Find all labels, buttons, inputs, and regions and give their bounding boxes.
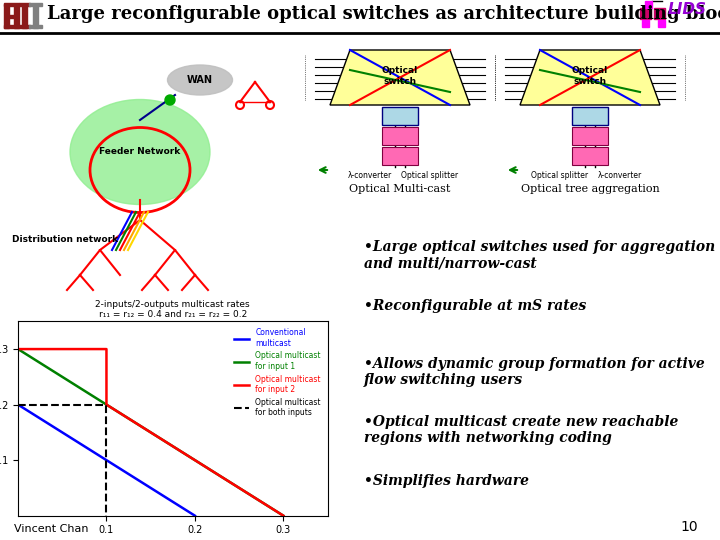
- Bar: [382, 147, 418, 165]
- Bar: [4, 3, 19, 6]
- Bar: [658, 20, 665, 27]
- Text: •Allows dynamic group formation for active
flow switching users: •Allows dynamic group formation for acti…: [364, 357, 704, 387]
- Text: WAN: WAN: [187, 75, 213, 85]
- Bar: [33, 4, 38, 28]
- Text: Optical
switch: Optical switch: [382, 66, 418, 86]
- Bar: [382, 127, 418, 145]
- Bar: [4, 4, 9, 28]
- Line: Optical multicast
for input 2: Optical multicast for input 2: [18, 349, 284, 516]
- Bar: [654, 8, 665, 19]
- Bar: [14, 4, 19, 28]
- Bar: [8, 15, 15, 18]
- Bar: [645, 1, 652, 8]
- Text: Distribution network: Distribution network: [12, 235, 118, 245]
- Text: •Simplifies hardware: •Simplifies hardware: [364, 474, 528, 488]
- Text: Vincent Chan: Vincent Chan: [14, 523, 89, 534]
- Bar: [29, 25, 42, 28]
- Polygon shape: [520, 50, 660, 105]
- Line: Optical multicast
for both inputs: Optical multicast for both inputs: [18, 404, 107, 516]
- Optical multicast
for input 2: [102, 401, 111, 408]
- Optical multicast
for both inputs: [102, 512, 111, 519]
- Text: Optical tree aggregation: Optical tree aggregation: [521, 184, 660, 194]
- Text: Feeder Network: Feeder Network: [99, 147, 181, 157]
- Bar: [29, 3, 42, 6]
- Bar: [4, 25, 19, 28]
- Bar: [22, 4, 27, 28]
- Text: Large reconfigurable optical switches as architecture building blocks: Large reconfigurable optical switches as…: [47, 5, 720, 23]
- Optical multicast
for input 2: [279, 512, 288, 519]
- Bar: [19, 3, 30, 6]
- Optical multicast
for input 2: [102, 346, 111, 352]
- Legend: Conventional
multicast, Optical multicast
for input 1, Optical multicast
for inp: Conventional multicast, Optical multicas…: [231, 325, 324, 420]
- Ellipse shape: [70, 99, 210, 205]
- Title: 2-inputs/2-outputs multicast rates
r₁₁ = r₁₂ = 0.4 and r₂₁ = r₂₂ = 0.2: 2-inputs/2-outputs multicast rates r₁₁ =…: [96, 300, 250, 319]
- Text: 10: 10: [681, 519, 698, 534]
- Conventional
multicast: [14, 401, 22, 408]
- Text: •Large optical switches used for aggregation
and multi/narrow-cast: •Large optical switches used for aggrega…: [364, 240, 715, 271]
- Text: •Optical multicast create new reachable
regions with networking coding: •Optical multicast create new reachable …: [364, 415, 678, 445]
- Line: Conventional
multicast: Conventional multicast: [18, 404, 195, 516]
- Text: λ-converter: λ-converter: [348, 171, 392, 180]
- Bar: [572, 127, 608, 145]
- Text: Optical splitter: Optical splitter: [402, 171, 459, 180]
- Text: Optical splitter: Optical splitter: [531, 171, 588, 180]
- Bar: [382, 107, 418, 125]
- Optical multicast
for input 2: [14, 346, 22, 352]
- Bar: [19, 25, 30, 28]
- Circle shape: [165, 95, 175, 105]
- Text: Optical Multi-cast: Optical Multi-cast: [349, 184, 451, 194]
- Text: LIDS: LIDS: [668, 2, 707, 17]
- Optical multicast
for both inputs: [102, 401, 111, 408]
- Ellipse shape: [168, 65, 233, 95]
- Text: λ-converter: λ-converter: [598, 171, 642, 180]
- Optical multicast
for both inputs: [14, 401, 22, 408]
- Conventional
multicast: [191, 512, 199, 519]
- Polygon shape: [330, 50, 470, 105]
- Bar: [640, 8, 651, 19]
- Bar: [572, 147, 608, 165]
- Bar: [572, 107, 608, 125]
- Text: Optical
switch: Optical switch: [572, 66, 608, 86]
- Bar: [642, 20, 649, 27]
- Text: •Reconfigurable at mS rates: •Reconfigurable at mS rates: [364, 299, 586, 313]
